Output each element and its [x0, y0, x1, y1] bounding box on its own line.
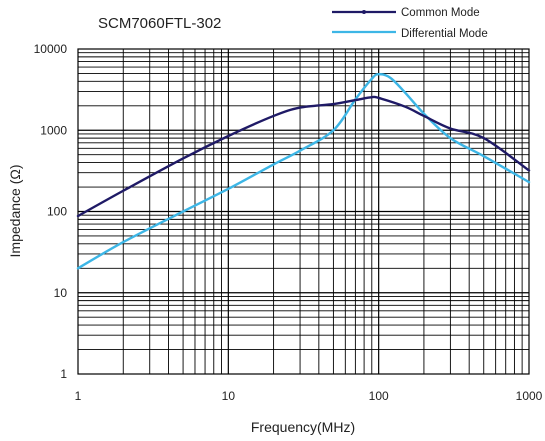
- y-tick-label: 1000: [40, 123, 67, 137]
- y-tick-label: 10000: [34, 42, 68, 56]
- x-tick-label: 1: [75, 389, 82, 403]
- x-tick-label: 10: [222, 389, 236, 403]
- y-tick-label: 100: [47, 205, 67, 219]
- chart-title: SCM7060FTL-302: [98, 15, 221, 32]
- grid-lines: [78, 49, 529, 374]
- series-line-common-mode: [76, 95, 531, 218]
- y-tick-label: 10: [54, 286, 68, 300]
- x-tick-label: 1000: [516, 389, 543, 403]
- legend-marker-common-mode: [362, 10, 366, 14]
- tick-labels: 1 10 100 1000 1 10 100 1000 10000: [34, 42, 543, 403]
- legend-label-differential-mode: Differential Mode: [401, 28, 488, 40]
- x-axis-label: Frequency(MHz): [251, 419, 355, 435]
- series-line-differential-mode: [76, 72, 531, 270]
- y-axis-label: Impedance (Ω): [7, 165, 23, 258]
- legend: Common Mode Differential Mode: [332, 7, 488, 40]
- legend-label-common-mode: Common Mode: [401, 7, 480, 19]
- y-tick-label: 1: [60, 367, 67, 381]
- series-layer: [76, 72, 531, 270]
- x-tick-label: 100: [369, 389, 389, 403]
- plot-frame: [77, 48, 530, 375]
